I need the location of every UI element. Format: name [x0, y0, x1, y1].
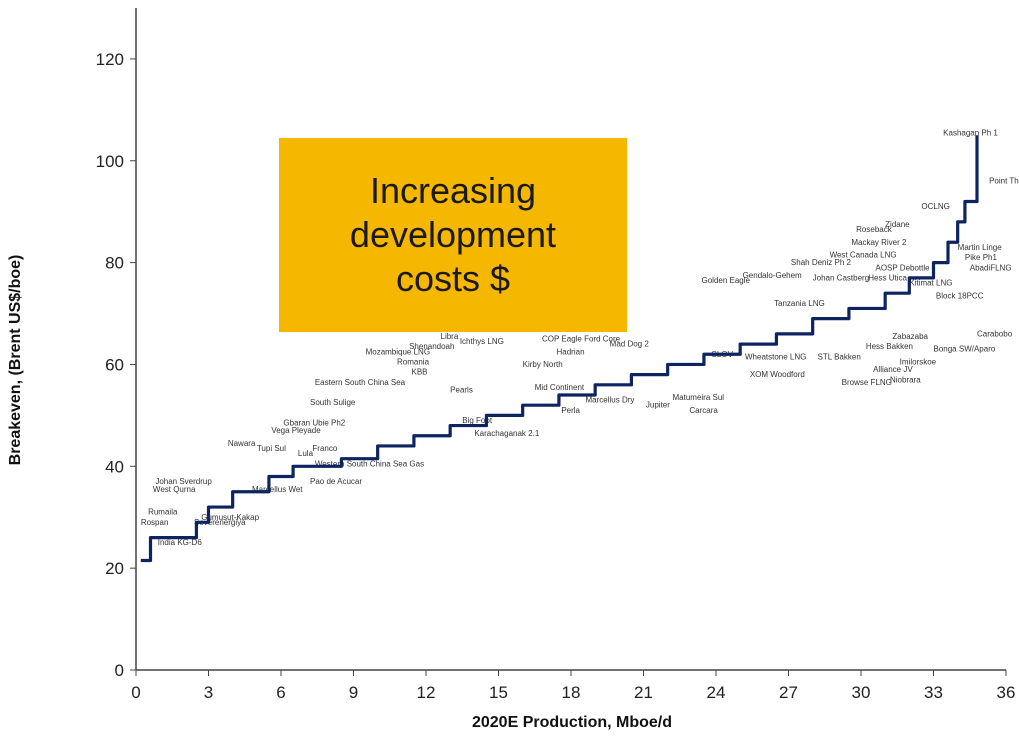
- project-label: Roseback: [856, 225, 893, 234]
- project-label: Romania: [397, 357, 430, 366]
- project-label: Perla: [561, 406, 580, 415]
- project-label: Eastern South China Sea: [315, 378, 406, 387]
- project-label: Carabobo: [977, 329, 1013, 338]
- project-label: Pike Ph1: [965, 253, 998, 262]
- x-tick-label: 0: [131, 683, 140, 702]
- project-label: Western South China Sea Gas: [315, 459, 424, 468]
- project-label: Severenergiya: [194, 518, 246, 527]
- project-label: Mad Dog 2: [610, 340, 650, 349]
- project-label: Gendalo-Gehem: [743, 271, 802, 280]
- project-label: Lula: [298, 449, 314, 458]
- x-tick-label: 33: [924, 683, 943, 702]
- project-label: XOM Woodford: [750, 370, 805, 379]
- project-label: India KG-D6: [158, 538, 203, 547]
- project-label: Kashagan Ph 1: [943, 128, 998, 137]
- project-label: OCLNG: [921, 202, 949, 211]
- project-label: Johan Castberg: [813, 273, 869, 282]
- project-label: Johan Sverdrup: [155, 477, 212, 486]
- project-label: AbadiFLNG: [970, 263, 1012, 272]
- project-label: Libra: [441, 332, 459, 341]
- y-tick-label: 20: [105, 559, 124, 578]
- cost-curve-line: [140, 135, 979, 563]
- project-label: Wheatstone LNG: [745, 352, 806, 361]
- project-label: Big Foot: [462, 416, 493, 425]
- x-tick-label: 12: [417, 683, 436, 702]
- project-label: Tupi Sul: [257, 444, 286, 453]
- series-layer: [140, 135, 979, 563]
- y-tick-label: 120: [96, 50, 124, 69]
- project-label: Zidane: [885, 220, 910, 229]
- project-label: STL Bakken: [818, 352, 861, 361]
- project-label: Karachaganak 2.1: [474, 429, 539, 438]
- project-label: Martin Linge: [958, 243, 1003, 252]
- project-label: West Canada LNG: [830, 251, 897, 260]
- x-tick-label: 21: [634, 683, 653, 702]
- project-label: Nawara: [228, 439, 256, 448]
- project-label: Kirby North: [523, 360, 563, 369]
- project-label: Matumeira Sul: [673, 393, 725, 402]
- project-label: Zabazaba: [892, 332, 928, 341]
- x-tick-label: 36: [997, 683, 1016, 702]
- project-label: Hess Bakken: [866, 342, 913, 351]
- project-label: Rospan: [141, 518, 169, 527]
- y-tick-label: 40: [105, 457, 124, 476]
- project-label: Rumaila: [148, 508, 178, 517]
- project-label: AOSP Debottle: [876, 263, 931, 272]
- y-axis-title: Breakeven, (Brent US$/boe): [7, 255, 24, 466]
- x-tick-label: 18: [562, 683, 581, 702]
- y-tick-label: 80: [105, 254, 124, 273]
- project-label: Golden Eagle: [702, 276, 751, 285]
- project-label: Mozambique LNG: [366, 347, 430, 356]
- project-label: Marcellus Dry: [586, 396, 635, 405]
- x-tick-label: 24: [707, 683, 726, 702]
- project-label: Shenandoah: [409, 342, 454, 351]
- project-label: Bonga SW/Aparo: [934, 345, 996, 354]
- project-label: Marcellus Wet: [252, 485, 303, 494]
- project-label: Hadrian: [557, 347, 585, 356]
- x-tick-label: 27: [779, 683, 798, 702]
- project-label: Gbaran Ubie Ph2: [283, 419, 345, 428]
- y-tick-label: 60: [105, 355, 124, 374]
- project-label: KBB: [412, 368, 428, 377]
- project-label: Gumusut-Kakap: [201, 513, 259, 522]
- project-label: Shah Deniz Ph 2: [791, 258, 852, 267]
- project-label: Alliance JV: [873, 365, 913, 374]
- project-label: Vega Pleyade: [271, 426, 321, 435]
- project-label: Pearls: [450, 385, 473, 394]
- project-label: Imilorskoe: [900, 357, 937, 366]
- x-tick-label: 9: [349, 683, 358, 702]
- project-label: Point Thomson: [989, 177, 1019, 186]
- project-label: Niobrara: [890, 375, 921, 384]
- project-label: COP Eagle Ford Core: [542, 335, 621, 344]
- project-label: South Sulige: [310, 398, 356, 407]
- callout-text: Increasing development costs $: [349, 170, 557, 299]
- project-label: Jupiter: [646, 401, 670, 410]
- project-label: Tanzania LNG: [774, 299, 825, 308]
- x-tick-label: 6: [276, 683, 285, 702]
- project-label: Kitimat LNG: [909, 279, 952, 288]
- x-tick-label: 3: [204, 683, 213, 702]
- project-label: Browse FLNG: [842, 378, 892, 387]
- project-label: Hess Utica: [868, 273, 907, 282]
- x-tick-label: 15: [489, 683, 508, 702]
- project-label: Ichthys LNG: [460, 337, 504, 346]
- increasing-costs-callout: Increasing development costs $: [279, 138, 627, 332]
- project-label: West Qurna: [153, 485, 196, 494]
- x-axis-title: 2020E Production, Mboe/d: [472, 714, 672, 731]
- y-tick-label: 0: [115, 661, 124, 680]
- project-label: Block 18PCC: [936, 291, 984, 300]
- project-label: Pao de Acucar: [310, 477, 362, 486]
- x-tick-label: 30: [852, 683, 871, 702]
- project-label: Carcara: [689, 406, 718, 415]
- project-label: Mid Continent: [535, 383, 585, 392]
- y-tick-label: 100: [96, 152, 124, 171]
- project-label: Mackay River 2: [851, 238, 907, 247]
- project-label: Franco: [312, 444, 337, 453]
